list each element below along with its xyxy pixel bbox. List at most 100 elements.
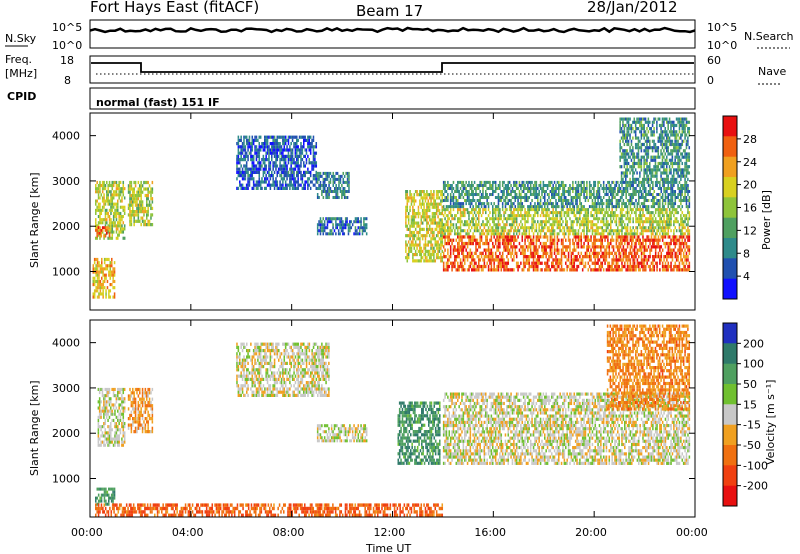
cell: [659, 238, 661, 242]
cell: [471, 241, 473, 246]
cell: [524, 220, 526, 224]
cell: [555, 255, 557, 259]
cell: [621, 217, 623, 221]
cell: [579, 211, 581, 215]
cell: [688, 248, 691, 252]
cell: [532, 187, 535, 191]
cell: [464, 261, 466, 265]
cell: [529, 180, 532, 184]
cell: [590, 238, 592, 242]
cell: [565, 211, 567, 215]
cell: [487, 202, 490, 206]
cell: [515, 196, 518, 200]
cell: [515, 229, 518, 233]
cell: [497, 255, 500, 259]
cell: [492, 180, 494, 184]
cell: [524, 217, 526, 221]
cell: [115, 230, 118, 234]
cell: [490, 261, 493, 265]
cell: [503, 199, 505, 203]
cell: [291, 183, 294, 187]
cell: [301, 180, 304, 184]
cell: [586, 190, 588, 194]
cell: [532, 268, 535, 272]
cell: [442, 184, 445, 188]
cell: [426, 249, 428, 253]
cell: [114, 211, 116, 215]
cell: [542, 190, 545, 194]
cell: [427, 202, 430, 206]
cell: [626, 238, 629, 242]
cell: [534, 208, 536, 212]
cell: [552, 190, 554, 194]
cell: [527, 184, 529, 188]
cell: [497, 229, 500, 233]
cell: [478, 241, 480, 246]
cell: [584, 190, 587, 194]
cell: [577, 235, 580, 239]
cell: [247, 174, 249, 178]
cell: [469, 199, 472, 203]
cell: [99, 221, 101, 225]
cell: [542, 211, 545, 215]
cell: [409, 246, 411, 250]
cell: [140, 197, 142, 201]
cell: [514, 235, 517, 239]
cell: [614, 268, 616, 272]
cell: [272, 145, 274, 149]
cell: [129, 210, 131, 214]
cell: [496, 245, 498, 249]
cell: [469, 264, 472, 269]
cell: [338, 180, 340, 184]
cell: [106, 180, 108, 184]
cell: [275, 177, 277, 181]
cell: [440, 246, 442, 250]
cell: [287, 174, 290, 178]
cell: [546, 261, 549, 265]
cell: [118, 215, 120, 219]
cell: [307, 186, 309, 190]
cell: [611, 180, 613, 184]
cell: [499, 223, 501, 227]
cell: [624, 226, 626, 230]
cell: [541, 255, 543, 259]
cell: [680, 235, 682, 239]
cell: [560, 268, 563, 272]
cell: [667, 264, 670, 269]
cell: [318, 187, 320, 191]
cell: [664, 229, 667, 233]
cell: [619, 196, 622, 200]
cell: [358, 220, 361, 224]
cell: [529, 241, 532, 246]
cell: [593, 196, 595, 200]
cell: [602, 220, 605, 224]
cell: [611, 245, 613, 249]
cell: [528, 264, 531, 269]
cell: [639, 241, 641, 246]
cell: [485, 196, 487, 200]
cell: [250, 154, 252, 158]
cell: [102, 283, 104, 287]
cell: [503, 180, 505, 184]
cell: [667, 223, 670, 227]
cell: [437, 208, 439, 213]
cell: [497, 217, 500, 221]
cell: [297, 174, 299, 178]
cell: [615, 214, 618, 218]
cell: [677, 258, 679, 262]
cell: [580, 187, 583, 191]
cell: [140, 203, 142, 207]
cell: [638, 248, 640, 252]
cell: [587, 223, 590, 227]
cell: [483, 223, 486, 227]
cell: [605, 251, 608, 255]
cell: [109, 283, 112, 287]
cell: [527, 187, 529, 191]
cell: [647, 264, 650, 269]
cell: [140, 180, 142, 185]
cell: [117, 233, 119, 237]
cell: [626, 229, 629, 233]
cell: [617, 268, 619, 272]
cell: [423, 205, 425, 209]
cell: [587, 235, 590, 239]
